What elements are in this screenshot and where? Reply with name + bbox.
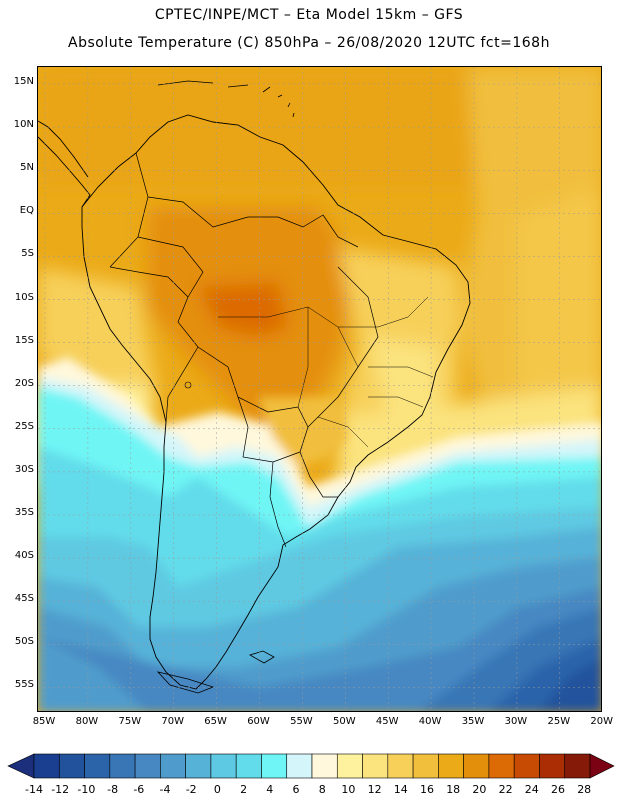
colorbar-label: -2 — [185, 783, 197, 796]
lat-label: 50S — [14, 636, 34, 648]
lon-label: 35W — [461, 716, 485, 727]
map-title-line-1: CPTEC/INPE/MCT – Eta Model 15km – GFS — [154, 7, 464, 23]
colorbar-swatch — [134, 753, 161, 779]
map-title-line-2: Absolute Temperature (C) 850hPa – 26/08/… — [68, 35, 550, 51]
lon-label: 50W — [332, 716, 356, 727]
tierra-del-fuego — [156, 671, 215, 694]
colorbar-label: -10 — [77, 783, 96, 796]
lake-titicaca — [184, 381, 192, 389]
colorbar-label: 0 — [213, 783, 221, 796]
lon-label: 45W — [375, 716, 399, 727]
lon-label: 75W — [118, 716, 142, 727]
colorbar-label: 6 — [292, 783, 300, 796]
lon-label: 40W — [418, 716, 442, 727]
colorbar-label: 28 — [577, 783, 592, 796]
colorbar-label: 18 — [446, 783, 461, 796]
colorbar-label: 12 — [367, 783, 382, 796]
field-east-atlantic-16 — [518, 187, 601, 427]
colorbar-label: 24 — [524, 783, 539, 796]
field-cold-minus6 — [38, 587, 601, 711]
lon-label: 55W — [290, 716, 313, 727]
colorbar-label: 2 — [240, 783, 248, 796]
colorbar-swatch — [564, 753, 591, 779]
field-warm-tongue — [258, 397, 348, 467]
colorbar-label: 22 — [498, 783, 513, 796]
central-america-coastline — [38, 120, 91, 208]
colorbar-label: 26 — [551, 783, 565, 796]
field-cold-minus12 — [539, 658, 601, 711]
colorbar-swatch — [412, 753, 439, 779]
lat-label: 5N — [20, 162, 34, 174]
lat-label: 45S — [14, 593, 34, 605]
lat-label: 40S — [14, 550, 34, 562]
colorbar-label: 20 — [472, 783, 487, 796]
colorbar-swatch — [336, 753, 363, 779]
colorbar-swatch — [58, 753, 85, 779]
lat-label: 20S — [14, 377, 34, 389]
colorbar-swatch — [33, 753, 60, 779]
colorbar-swatch — [286, 753, 313, 779]
lat-label: 15N — [13, 76, 34, 87]
colorbar-swatch — [84, 753, 111, 779]
lon-label: 80W — [75, 716, 99, 727]
colorbar-swatch — [311, 753, 338, 779]
colorbar-swatch — [362, 753, 389, 779]
colorbar-swatch — [185, 753, 212, 779]
lon-label: 30W — [504, 716, 528, 727]
colorbar-label: -6 — [133, 783, 145, 796]
colorbar-swatch — [210, 753, 237, 779]
lat-label: 10S — [14, 291, 34, 303]
lon-label: 70W — [161, 716, 184, 727]
colorbar-swatch — [261, 753, 288, 779]
colorbar-swatch — [235, 753, 262, 779]
field-interior-22 — [198, 282, 288, 337]
colorbar-label: -14 — [25, 783, 43, 796]
lat-label: 15S — [14, 334, 34, 346]
lon-label: 65W — [204, 716, 227, 727]
lon-label: 85W — [32, 716, 56, 727]
colorbar-swatch — [539, 753, 566, 779]
colorbar-label: -8 — [107, 783, 119, 796]
colorbar-swatch — [438, 753, 464, 779]
colorbar-label: 14 — [393, 783, 408, 796]
state-borders — [218, 296, 434, 448]
lat-label: 5S — [21, 248, 34, 260]
lat-label: 30S — [14, 463, 34, 475]
colorbar-label: -4 — [159, 783, 171, 796]
colorbar-swatch — [160, 753, 186, 779]
lat-label: 55S — [14, 679, 34, 691]
lat-label: 35S — [14, 507, 34, 518]
colorbar-swatch — [513, 753, 540, 779]
colorbar — [7, 753, 615, 779]
lat-lon-grid — [38, 67, 601, 711]
colorbar-label: 16 — [420, 783, 434, 796]
lon-label: 60W — [247, 716, 270, 727]
colorbar-label: -12 — [51, 783, 70, 796]
colorbar-label: 4 — [266, 783, 274, 796]
lon-label: 25W — [547, 716, 571, 727]
lat-label: EQ — [19, 205, 34, 217]
colorbar-swatch — [109, 753, 136, 779]
colorbar-label: 10 — [341, 783, 356, 796]
colorbar-swatch — [387, 753, 414, 779]
caribbean-islands — [157, 80, 295, 118]
lon-label: 20W — [590, 716, 613, 727]
colorbar-under-arrow — [7, 753, 35, 779]
lat-label: 10N — [13, 119, 34, 131]
colorbar-swatch — [488, 753, 515, 779]
temperature-map — [37, 66, 602, 712]
colorbar-over-arrow — [589, 753, 615, 779]
country-borders — [109, 152, 379, 548]
colorbar-label: 8 — [318, 783, 326, 796]
colorbar-swatch — [463, 753, 490, 779]
falklands — [248, 650, 275, 664]
lat-label: 25S — [14, 420, 34, 432]
